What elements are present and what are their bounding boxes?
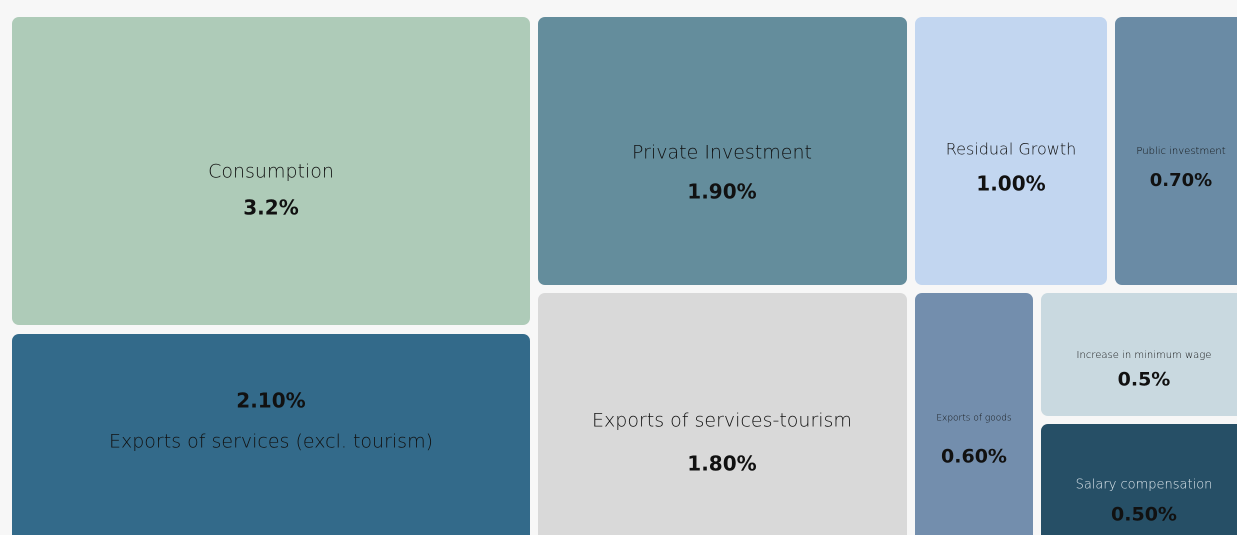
tile-label: Private Investment: [632, 142, 812, 164]
tile-label: Salary compensation: [1076, 478, 1213, 493]
tile-label: Increase in minimum wage: [1077, 350, 1212, 361]
tile: [915, 293, 1033, 535]
tile-label: Consumption: [208, 161, 334, 183]
tile-label: Public investment: [1136, 146, 1225, 157]
tile-value: 0.50%: [1111, 504, 1177, 526]
tile: [1041, 424, 1237, 535]
tile: [12, 334, 530, 535]
tile-value: 1.80%: [687, 452, 756, 476]
tile-value: 1.00%: [976, 172, 1045, 196]
tile-label: Exports of services-tourism: [592, 410, 852, 432]
tile-value: 0.5%: [1118, 369, 1171, 391]
tile-label: Exports of goods: [936, 414, 1012, 424]
tile: [1115, 17, 1237, 285]
tile: [12, 17, 530, 325]
tile-label: Residual Growth: [946, 140, 1077, 159]
tile-value: 3.2%: [243, 196, 298, 220]
tile-value: 2.10%: [236, 389, 305, 413]
tile-value: 0.70%: [1150, 170, 1212, 191]
tile-value: 0.60%: [941, 446, 1007, 468]
tile-value: 1.90%: [687, 180, 756, 204]
tile: [915, 17, 1107, 285]
tile-label: Exports of services (excl. tourism): [109, 431, 433, 453]
tile: [1041, 293, 1237, 416]
tile: [538, 17, 907, 285]
tile: [538, 293, 907, 535]
